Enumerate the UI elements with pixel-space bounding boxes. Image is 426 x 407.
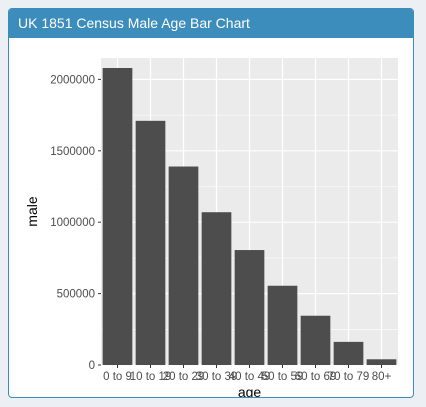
x-tick-label: 80+ bbox=[372, 371, 392, 383]
panel-title: UK 1851 Census Male Age Bar Chart bbox=[9, 9, 413, 38]
bars bbox=[102, 67, 397, 365]
x-tick-label: 60 to 69 bbox=[295, 371, 337, 383]
y-axis: 0 500000 1000000 1500000 2000000 bbox=[50, 74, 101, 372]
bar-8 bbox=[333, 341, 364, 365]
y-tick-label: 2000000 bbox=[50, 74, 95, 86]
x-tick-label: 70 to 79 bbox=[328, 371, 370, 383]
bar-6 bbox=[267, 285, 298, 365]
bar-4 bbox=[201, 212, 232, 365]
bar-5 bbox=[234, 250, 265, 365]
chart-panel: UK 1851 Census Male Age Bar Chart 0 50000… bbox=[8, 8, 414, 398]
bar-1 bbox=[102, 67, 133, 365]
x-tick-label: 0 to 9 bbox=[103, 371, 132, 383]
x-tick-label: 30 to 39 bbox=[196, 371, 238, 383]
x-axis-title: age bbox=[238, 384, 262, 397]
bar-9 bbox=[366, 359, 397, 365]
bar-7 bbox=[300, 315, 331, 365]
bar-3 bbox=[168, 166, 199, 365]
bar-2 bbox=[135, 120, 166, 365]
x-tick-label: 50 to 59 bbox=[262, 371, 304, 383]
y-tick-label: 1500000 bbox=[50, 146, 95, 158]
x-tick-label: 40 to 49 bbox=[229, 371, 271, 383]
x-tick-label: 10 to 19 bbox=[130, 371, 172, 383]
bar-chart: 0 500000 1000000 1500000 2000000 0 to 910 to… bbox=[24, 58, 398, 397]
x-tick-label: 20 to 29 bbox=[163, 371, 205, 383]
y-tick-label: 500000 bbox=[57, 289, 95, 301]
chart-area: 0 500000 1000000 1500000 2000000 0 to 9 10 to… bbox=[9, 38, 413, 397]
y-axis-title: male bbox=[24, 196, 40, 227]
y-tick-label: 0 bbox=[89, 360, 95, 372]
y-tick-label: 1000000 bbox=[50, 217, 95, 229]
